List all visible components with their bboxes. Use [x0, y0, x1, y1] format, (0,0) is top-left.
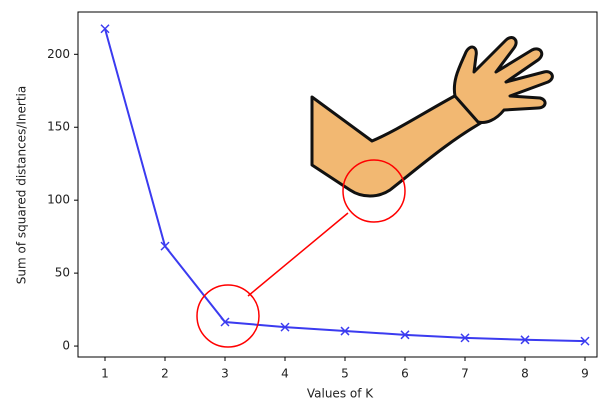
y-tick-label: 100 [47, 193, 70, 207]
x-tick-label: 6 [401, 367, 409, 381]
x-tick-label: 8 [521, 367, 529, 381]
x-tick-label: 7 [461, 367, 469, 381]
elbow-circle [197, 285, 259, 347]
x-tick-label: 1 [101, 367, 109, 381]
x-tick-label: 4 [281, 367, 289, 381]
y-tick-label: 50 [55, 266, 70, 280]
x-axis-label: Values of K [307, 387, 374, 401]
x-tick-label: 9 [581, 367, 589, 381]
x-tick-label: 3 [221, 367, 229, 381]
y-axis-label: Sum of squared distances/Inertia [15, 86, 29, 284]
connector [248, 213, 348, 296]
y-tick-label: 0 [62, 339, 70, 353]
annotation [197, 38, 552, 347]
arm [312, 92, 486, 196]
y-tick-label: 150 [47, 120, 70, 134]
y-tick-label: 200 [47, 47, 70, 61]
chart: Values of K Sum of squared distances/Ine… [0, 0, 600, 403]
x-tick-label: 2 [161, 367, 169, 381]
hand [454, 38, 552, 123]
x-tick-label: 5 [341, 367, 349, 381]
